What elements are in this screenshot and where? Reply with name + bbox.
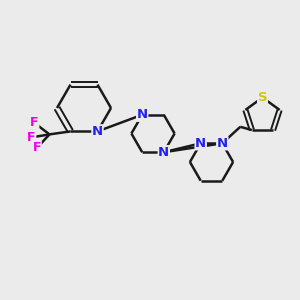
Text: F: F (27, 131, 36, 144)
Text: N: N (158, 146, 169, 159)
Text: N: N (92, 125, 103, 138)
Text: S: S (258, 91, 267, 104)
Text: F: F (33, 141, 41, 154)
Text: F: F (30, 116, 39, 130)
Text: N: N (195, 137, 206, 150)
Text: N: N (136, 108, 148, 121)
Text: N: N (217, 137, 228, 150)
